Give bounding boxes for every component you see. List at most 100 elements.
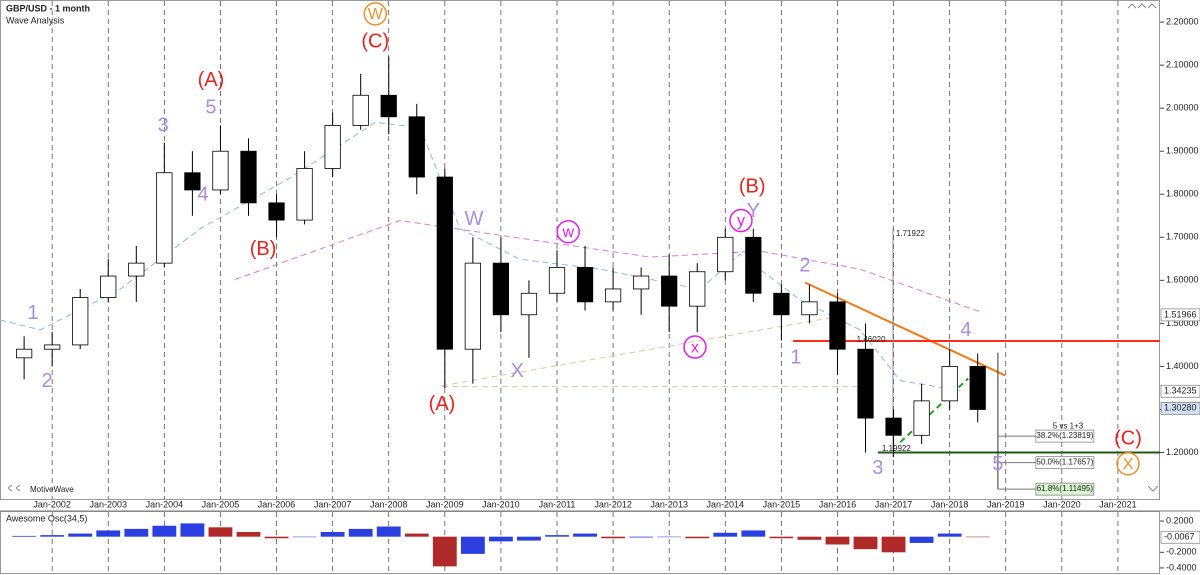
wave-label: 2 [799, 255, 810, 277]
candle-body [689, 271, 706, 307]
wave-circle [556, 219, 580, 244]
candle-body [240, 150, 257, 204]
wave-label: 5 [992, 453, 1003, 475]
x-tick-label: Jan-2007 [314, 499, 352, 509]
candle-body [492, 262, 510, 316]
osc-bar [180, 523, 205, 537]
osc-bar [460, 536, 485, 554]
nav-icon [7, 484, 21, 492]
wave-label: (B) [250, 238, 277, 260]
x-tick-label: Jan-2021 [1099, 499, 1137, 509]
x-tick-label: Jan-2009 [426, 499, 464, 509]
x-tick-label: Jan-2020 [1043, 499, 1081, 509]
price-tag-label: 1.34235 [1164, 386, 1197, 396]
candle-body [520, 292, 538, 316]
osc-bar [96, 530, 121, 537]
wave-label: 3 [158, 115, 169, 137]
price-tag-label: 1.51966 [1164, 309, 1197, 319]
wave-circle [683, 335, 707, 359]
osc-bar [320, 531, 345, 537]
candle-body [352, 94, 369, 126]
y-tick-label: -0.4000 [1166, 562, 1197, 572]
candle-body [857, 348, 874, 419]
osc-bar [601, 536, 626, 539]
osc-bar [264, 536, 289, 539]
osc-bar [68, 533, 93, 537]
candle-body [913, 400, 930, 436]
osc-bar [769, 536, 794, 539]
note: 5 vs 1+3 [1053, 421, 1084, 430]
osc-bar [404, 533, 429, 537]
y-tick-label: 1.60000 [1166, 275, 1199, 285]
fib-box [1035, 482, 1095, 496]
osc-bar [376, 526, 401, 537]
y-tick-label: 2.20000 [1166, 16, 1199, 26]
wave-label: X [1123, 456, 1134, 473]
x-tick-label: Jan-2004 [146, 499, 184, 509]
candle-body [885, 417, 902, 436]
price-tag [1160, 384, 1200, 398]
wave-label: 1 [28, 302, 39, 324]
candle-body [801, 301, 818, 316]
candle-body [128, 262, 145, 277]
candle-body [604, 288, 622, 303]
osc-bar [573, 533, 597, 537]
fib-label: 38.2%(1.23819) [1036, 431, 1093, 440]
toolbar-icons [7, 3, 1159, 492]
candle-body [548, 267, 566, 294]
candle-body [717, 236, 734, 273]
price-tag-label: -0.0067 [1164, 532, 1195, 542]
wave-label: 2 [42, 370, 53, 392]
candle-body [941, 366, 958, 402]
osc-bar [657, 536, 682, 538]
y-tick-label: 1.70000 [1166, 232, 1199, 242]
x-tick-label: Jan-2006 [258, 499, 296, 509]
fib-box [1035, 456, 1095, 469]
chart-subtitle: Wave Analysis [6, 15, 65, 25]
fib-label: 61.8%(1.11495) [1037, 484, 1094, 493]
candle-body [212, 150, 229, 191]
wave-label: W [368, 6, 384, 23]
candle-body [661, 275, 678, 307]
wave-label: (C) [1114, 428, 1142, 450]
candle-body [16, 348, 33, 359]
osc-bar [348, 528, 373, 537]
x-tick-label: Jan-2018 [931, 499, 969, 509]
wave-label: (B) [739, 175, 766, 197]
osc-bar [152, 525, 177, 537]
wave-label: y [737, 213, 745, 230]
osc-bar [629, 536, 654, 538]
osc-bar [517, 536, 541, 541]
note: 1.19922 [882, 444, 911, 453]
wave-label: w [561, 224, 574, 241]
osc-bar [208, 527, 233, 537]
wave-label: (A) [429, 393, 456, 415]
x-tick-label: Jan-2016 [819, 499, 857, 509]
scroll-icon [1147, 485, 1159, 492]
y-tick-label: 1.80000 [1166, 189, 1199, 199]
wave-circle [363, 2, 388, 26]
wave-label: 4 [197, 184, 208, 206]
x-tick-label: Jan-2011 [539, 499, 576, 509]
x-tick-label: Jan-2019 [987, 499, 1025, 509]
toolbar-icon [1127, 3, 1157, 9]
wave-label: Y [747, 200, 760, 222]
wave-circle [1116, 451, 1140, 476]
osc-title: Awesome Osc(34,5) [6, 513, 87, 523]
price-tag [1160, 401, 1200, 415]
y-tick-label: 2.10000 [1166, 60, 1199, 70]
candle-body [464, 262, 481, 350]
y-tick-label: 1.50000 [1166, 318, 1199, 328]
osc-bar [965, 536, 990, 538]
y-tick-label: 1.40000 [1166, 361, 1199, 371]
candle-body [576, 267, 594, 303]
candle-body [72, 297, 89, 346]
candle-body [324, 124, 341, 169]
overlay-line [804, 281, 1006, 377]
candle-body [829, 301, 846, 350]
candle-body [44, 344, 61, 350]
x-tick-label: Jan-2015 [763, 499, 801, 509]
osc-bar [685, 536, 710, 539]
osc-bar [432, 536, 457, 567]
